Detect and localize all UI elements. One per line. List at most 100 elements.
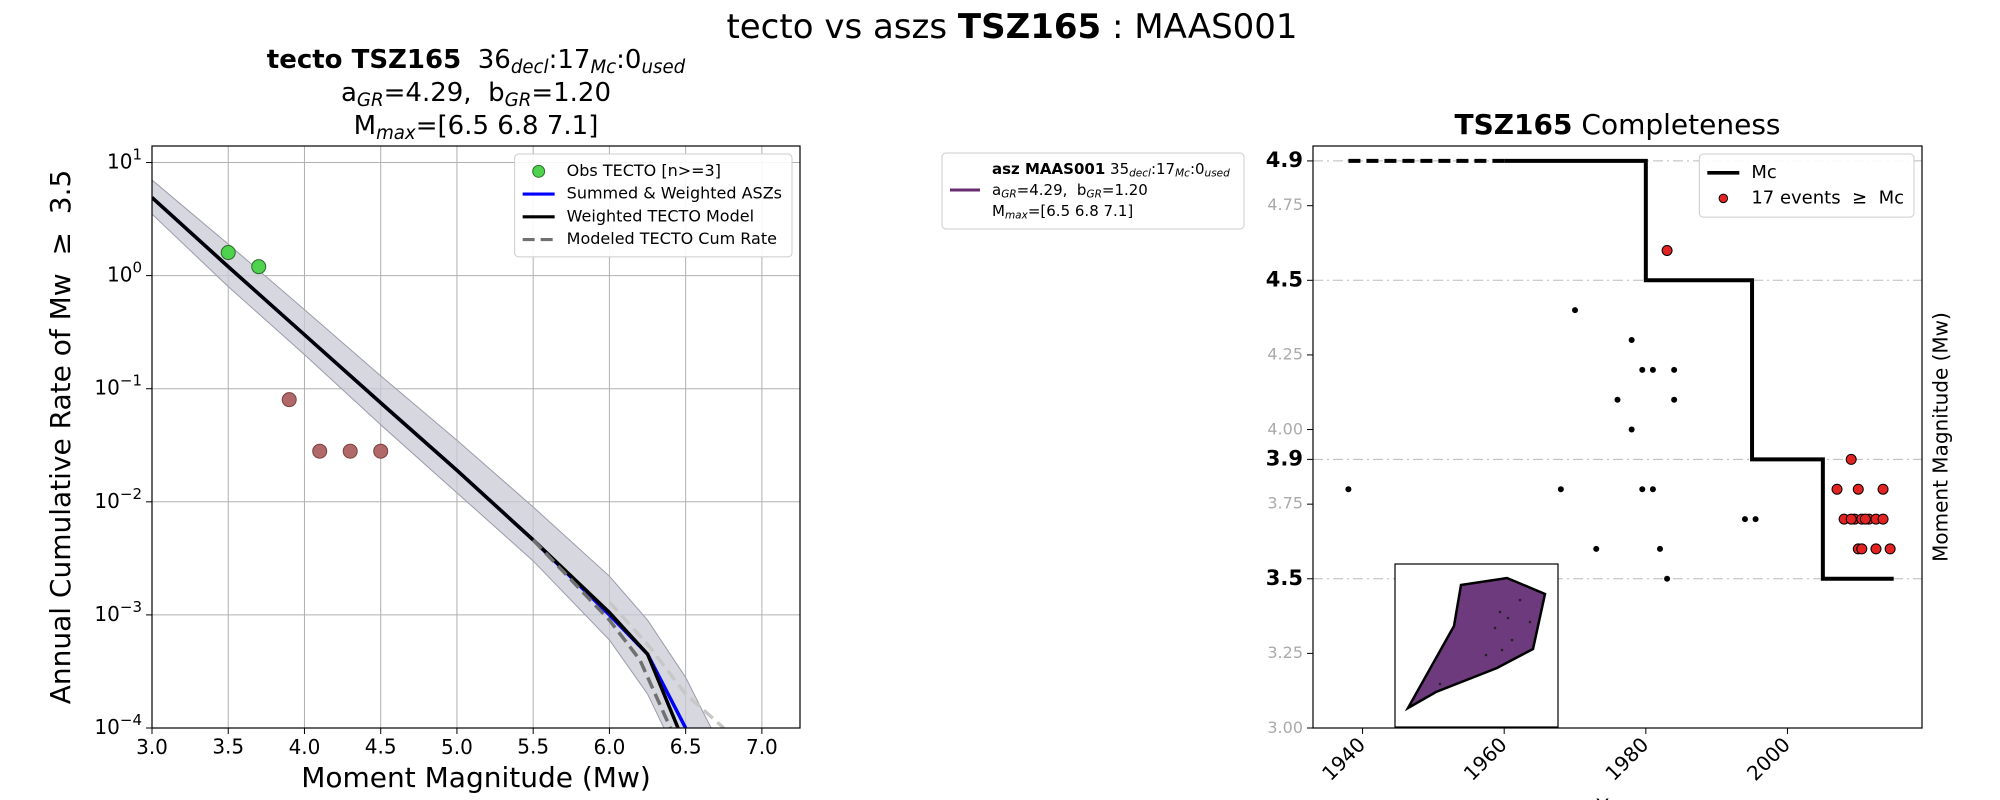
uncertainty-band bbox=[152, 179, 712, 728]
y-tick-label: 10−2 bbox=[94, 484, 142, 512]
series-line bbox=[531, 538, 672, 728]
data-point bbox=[1845, 513, 1857, 525]
legend: Obs TECTO [n>=3] Summed & Weighted ASZs We… bbox=[514, 153, 793, 258]
y-tick-label: 3.25 bbox=[1267, 643, 1303, 662]
x-tick-label-base: 7.0 bbox=[746, 735, 778, 759]
y-tick-label-major: 3.5 bbox=[1266, 566, 1303, 590]
legend: Mc 17 events ≥ Mc bbox=[1698, 153, 1915, 218]
chart-title: Mmax=[6.5 6.8 7.1] bbox=[354, 111, 599, 144]
data-point bbox=[1859, 513, 1871, 525]
data-point bbox=[1671, 396, 1678, 403]
y-tick-label-base: 3.00 bbox=[1267, 718, 1303, 737]
chart-title-part: used bbox=[641, 57, 685, 78]
data-point bbox=[1671, 366, 1678, 373]
data-point bbox=[281, 392, 297, 408]
asz-legend-text-part: :0 bbox=[1190, 160, 1205, 178]
asz-legend-text-part: :17 bbox=[1151, 160, 1175, 178]
figure-title-part: : MAAS001 bbox=[1101, 7, 1297, 47]
chart-title-part: decl bbox=[511, 57, 549, 78]
x-tick-label-base: 6.0 bbox=[594, 735, 626, 759]
y-tick-label-base: 10 bbox=[107, 149, 132, 173]
series-layer bbox=[152, 179, 725, 728]
chart-title-part: GR bbox=[357, 90, 384, 111]
y-axis-label: Moment Magnitude (Mw) bbox=[1929, 312, 1953, 562]
data-point bbox=[1877, 513, 1889, 525]
chart-title-part: 36 bbox=[461, 45, 511, 75]
asz-legend-text-part: GR bbox=[1001, 189, 1016, 201]
y-tick-label: 4.25 bbox=[1267, 344, 1303, 363]
y-tick-label-major: 4.5 bbox=[1266, 267, 1303, 291]
legend-label: Weighted TECTO Model bbox=[567, 206, 754, 225]
x-tick-label: 7.0 bbox=[746, 735, 778, 759]
data-point bbox=[1831, 483, 1843, 495]
legend-box bbox=[514, 153, 793, 258]
x-axis-label: Moment Magnitude (Mw) bbox=[301, 761, 651, 794]
data-point bbox=[342, 443, 358, 459]
series-line bbox=[152, 196, 680, 728]
data-point bbox=[312, 443, 328, 459]
data-point bbox=[1877, 483, 1889, 495]
y-tick-label-base: 10 bbox=[94, 601, 119, 625]
data-point bbox=[1557, 486, 1564, 493]
x-tick-label: 1980 bbox=[1600, 732, 1653, 785]
chart-title-part: max bbox=[376, 123, 416, 144]
inset-map bbox=[1394, 563, 1559, 728]
legend-label: Obs TECTO [n>=3] bbox=[567, 161, 721, 180]
data-point bbox=[373, 443, 389, 459]
x-tick-label: 1960 bbox=[1459, 732, 1512, 785]
asz-legend-text-part: decl bbox=[1129, 168, 1151, 180]
asz-legend-text: Mmax=[6.5 6.8 7.1] bbox=[992, 202, 1133, 222]
data-point bbox=[1649, 366, 1656, 373]
data-point bbox=[1845, 453, 1857, 465]
chart-title-part: Completeness bbox=[1573, 108, 1781, 141]
chart-title: aGR=4.29, bGR=1.20 bbox=[341, 78, 611, 111]
asz-legend-text-part: Mc bbox=[1175, 168, 1190, 180]
data-point bbox=[251, 259, 267, 275]
y-tick-label: 10−3 bbox=[94, 597, 142, 625]
y-tick-label-base: 4.00 bbox=[1267, 419, 1303, 438]
axes-frame bbox=[151, 145, 801, 729]
chart-title-part: TSZ165 bbox=[1454, 108, 1572, 141]
x-tick-label-base: 4.0 bbox=[289, 735, 321, 759]
x-tick-label-base: 5.0 bbox=[441, 735, 473, 759]
data-point bbox=[1752, 516, 1759, 523]
y-tick-label-exponent: −2 bbox=[120, 484, 142, 502]
data-point bbox=[1593, 545, 1600, 552]
legend-label: Summed & Weighted ASZs bbox=[567, 184, 782, 203]
data-point bbox=[1852, 483, 1864, 495]
plots: tecto vs aszs TSZ165 : MAAS001 asz MAAS00… bbox=[44, 7, 1953, 800]
figure-title-part: tecto vs aszs bbox=[726, 7, 957, 47]
y-tick-label-exponent: −1 bbox=[120, 371, 142, 389]
x-tick-label: 3.5 bbox=[212, 735, 244, 759]
asz-legend-text-part: M bbox=[992, 202, 1005, 220]
chart-title-part: =1.20 bbox=[531, 78, 611, 108]
y-tick-label: 10−1 bbox=[94, 371, 142, 399]
y-axis-label: Annual Cumulative Rate of Mw ≥ 3.5 bbox=[44, 170, 77, 705]
series-line bbox=[608, 600, 725, 728]
data-point bbox=[1628, 337, 1635, 343]
y-tick-label-major: 4.9 bbox=[1266, 148, 1303, 172]
y-tick-label: 4.75 bbox=[1267, 195, 1303, 214]
legend-swatch bbox=[532, 164, 546, 178]
data-point bbox=[1572, 307, 1579, 314]
y-tick-label-base: 10 bbox=[94, 375, 119, 399]
legend-swatch bbox=[1718, 193, 1729, 204]
y-tick-label-exponent: 0 bbox=[132, 258, 142, 276]
x-tick-label: 6.0 bbox=[594, 735, 626, 759]
data-point bbox=[1870, 543, 1882, 555]
data-point bbox=[1628, 426, 1635, 433]
y-tick-label-exponent: 1 bbox=[132, 145, 142, 163]
figure-title-part: TSZ165 bbox=[958, 7, 1101, 47]
asz-legend-text-part: used bbox=[1205, 168, 1231, 180]
data-point bbox=[1649, 486, 1656, 493]
y-tick-label: 3.75 bbox=[1267, 494, 1303, 513]
y-tick-label: 10−4 bbox=[94, 711, 142, 739]
asz-legend-text-part: asz MAAS001 bbox=[992, 160, 1105, 178]
y-tick-label-base: 10 bbox=[94, 488, 119, 512]
asz-legend-text: aGR=4.29, bGR=1.20 bbox=[992, 181, 1148, 201]
zone-polygon bbox=[1404, 576, 1547, 712]
chart-title-part: =4.29, b bbox=[384, 78, 505, 108]
chart-title-part: M bbox=[354, 111, 376, 141]
legend-label: Modeled TECTO Cum Rate bbox=[567, 229, 777, 248]
